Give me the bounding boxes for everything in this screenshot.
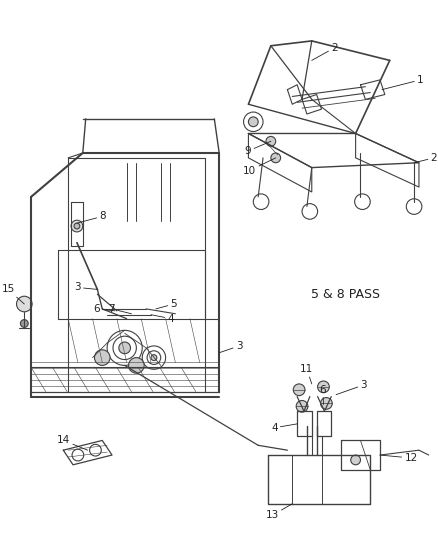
Circle shape [128,358,144,373]
Circle shape [147,351,160,365]
Circle shape [253,194,268,209]
Circle shape [151,354,156,360]
Circle shape [350,455,360,465]
Text: 3: 3 [336,380,366,394]
Circle shape [72,449,84,461]
Text: 13: 13 [265,504,292,520]
Text: 2: 2 [311,43,337,60]
Circle shape [320,398,332,409]
Text: 5: 5 [155,299,177,309]
Circle shape [248,117,258,127]
Circle shape [354,194,369,209]
Circle shape [17,296,32,312]
Circle shape [301,204,317,219]
Circle shape [142,346,165,369]
Circle shape [265,136,275,146]
Circle shape [20,320,28,327]
Text: 4: 4 [151,313,174,324]
Circle shape [293,384,304,395]
Circle shape [71,220,83,232]
Text: 15: 15 [1,285,24,304]
Text: 6: 6 [319,385,325,405]
Circle shape [94,350,110,366]
Text: 10: 10 [243,158,275,175]
Circle shape [296,400,307,412]
Circle shape [405,199,421,214]
Circle shape [270,153,280,163]
Circle shape [74,223,80,229]
Circle shape [243,112,262,132]
Text: 14: 14 [57,435,88,450]
Circle shape [317,381,328,393]
Circle shape [107,330,142,366]
Text: 11: 11 [300,364,313,384]
Text: 2: 2 [413,153,436,163]
Text: 9: 9 [244,141,270,156]
Text: 8: 8 [77,211,106,223]
Text: 4: 4 [270,423,297,433]
Text: 3: 3 [219,341,242,353]
Text: 12: 12 [379,453,417,463]
Text: 1: 1 [381,75,423,90]
Text: 7: 7 [108,304,131,314]
Text: 3: 3 [74,282,97,293]
Circle shape [113,336,136,360]
Circle shape [119,342,130,354]
Circle shape [89,445,101,456]
Text: 6: 6 [93,304,115,314]
Text: 5 & 8 PASS: 5 & 8 PASS [311,288,379,301]
